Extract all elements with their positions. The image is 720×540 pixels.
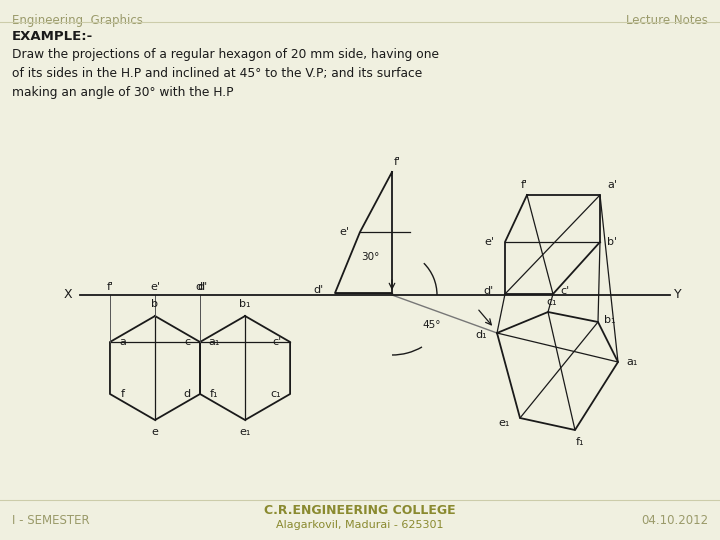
Text: 04.10.2012: 04.10.2012 — [641, 514, 708, 526]
Text: Y: Y — [674, 288, 682, 301]
Text: f': f' — [107, 282, 114, 292]
Text: Alagarkovil, Madurai - 625301: Alagarkovil, Madurai - 625301 — [276, 520, 444, 530]
Text: c: c — [184, 337, 190, 347]
Text: f₁: f₁ — [210, 389, 218, 399]
Text: Engineering  Graphics: Engineering Graphics — [12, 14, 143, 27]
Text: 45°: 45° — [423, 320, 441, 330]
Text: a': a' — [607, 180, 617, 190]
Text: c': c' — [560, 286, 570, 296]
Text: C.R.ENGINEERING COLLEGE: C.R.ENGINEERING COLLEGE — [264, 503, 456, 516]
Text: a: a — [120, 337, 127, 347]
Text: f₁: f₁ — [576, 437, 584, 447]
Text: a₁: a₁ — [626, 357, 638, 367]
Text: f': f' — [521, 180, 528, 190]
Text: EXAMPLE:-: EXAMPLE:- — [12, 30, 94, 43]
Text: e': e' — [150, 282, 160, 292]
Text: e': e' — [484, 237, 494, 247]
Text: f': f' — [393, 157, 400, 167]
Text: a₁: a₁ — [208, 337, 220, 347]
Text: e': e' — [339, 227, 349, 237]
Text: X: X — [63, 288, 72, 301]
Text: f: f — [121, 389, 125, 399]
Text: d': d' — [314, 285, 324, 295]
Text: b: b — [151, 299, 158, 309]
Text: b₁: b₁ — [604, 315, 616, 325]
Text: d': d' — [197, 282, 207, 292]
Text: e: e — [152, 427, 158, 437]
Text: c₁: c₁ — [271, 389, 282, 399]
Text: b₁: b₁ — [239, 299, 251, 309]
Text: 30°: 30° — [361, 252, 379, 262]
Text: c': c' — [272, 337, 282, 347]
Text: d': d' — [195, 282, 205, 292]
Text: c₁: c₁ — [546, 297, 557, 307]
Text: d: d — [184, 389, 191, 399]
Text: Draw the projections of a regular hexagon of 20 mm side, having one
of its sides: Draw the projections of a regular hexago… — [12, 48, 439, 99]
Text: e₁: e₁ — [239, 427, 251, 437]
Text: Lecture Notes: Lecture Notes — [626, 14, 708, 27]
Text: d₁: d₁ — [475, 330, 487, 340]
Text: d': d' — [484, 286, 494, 296]
Text: b': b' — [607, 237, 617, 247]
Text: I - SEMESTER: I - SEMESTER — [12, 514, 89, 526]
Text: e₁: e₁ — [498, 418, 510, 428]
